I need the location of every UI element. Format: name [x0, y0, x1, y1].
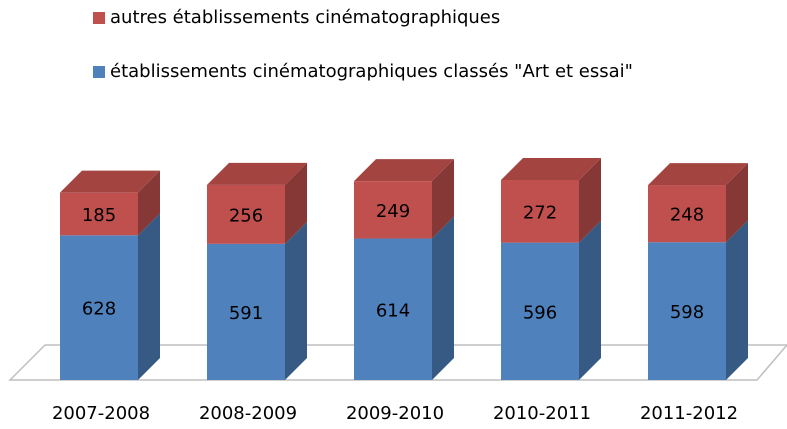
legend-label: autres établissements cinématographiques [110, 7, 500, 28]
bar-side [285, 162, 307, 244]
legend-swatch [93, 66, 105, 78]
value-label: 596 [523, 302, 557, 323]
bar [60, 192, 138, 236]
bar-top [354, 159, 454, 182]
bar-side [432, 216, 454, 380]
bar-side [138, 213, 160, 380]
bar [354, 238, 432, 380]
bar-top [207, 162, 307, 185]
bar-side [432, 159, 454, 239]
bar-side [285, 221, 307, 380]
bar [207, 184, 285, 244]
value-label: 628 [82, 299, 116, 320]
value-label: 256 [229, 205, 263, 226]
x-tick-label: 2008-2009 [199, 403, 297, 424]
bar [648, 242, 726, 380]
bar-side [579, 220, 601, 380]
bar-side [138, 170, 160, 236]
x-tick-label: 2010-2011 [493, 403, 591, 424]
value-label: 272 [523, 202, 557, 223]
bar-side [579, 158, 601, 243]
value-label: 598 [670, 302, 704, 323]
legend-label: établissements cinématographiques classé… [110, 61, 633, 82]
legend-swatch [93, 12, 105, 24]
bar [501, 242, 579, 380]
value-label: 248 [670, 205, 704, 226]
x-tick-label: 2011-2012 [640, 403, 738, 424]
x-tick-label: 2007-2008 [52, 403, 150, 424]
bar-top [60, 170, 160, 193]
bar [354, 181, 432, 239]
value-label: 249 [376, 201, 410, 222]
bar-top [648, 163, 748, 186]
bar-top [501, 158, 601, 180]
bar [501, 180, 579, 243]
bar [207, 243, 285, 380]
bar [648, 185, 726, 243]
value-label: 185 [82, 205, 116, 226]
bar [60, 235, 138, 380]
x-tick-label: 2009-2010 [346, 403, 444, 424]
value-label: 614 [376, 300, 410, 321]
value-label: 591 [229, 303, 263, 324]
bar-side [726, 163, 748, 243]
bar-side [726, 220, 748, 380]
